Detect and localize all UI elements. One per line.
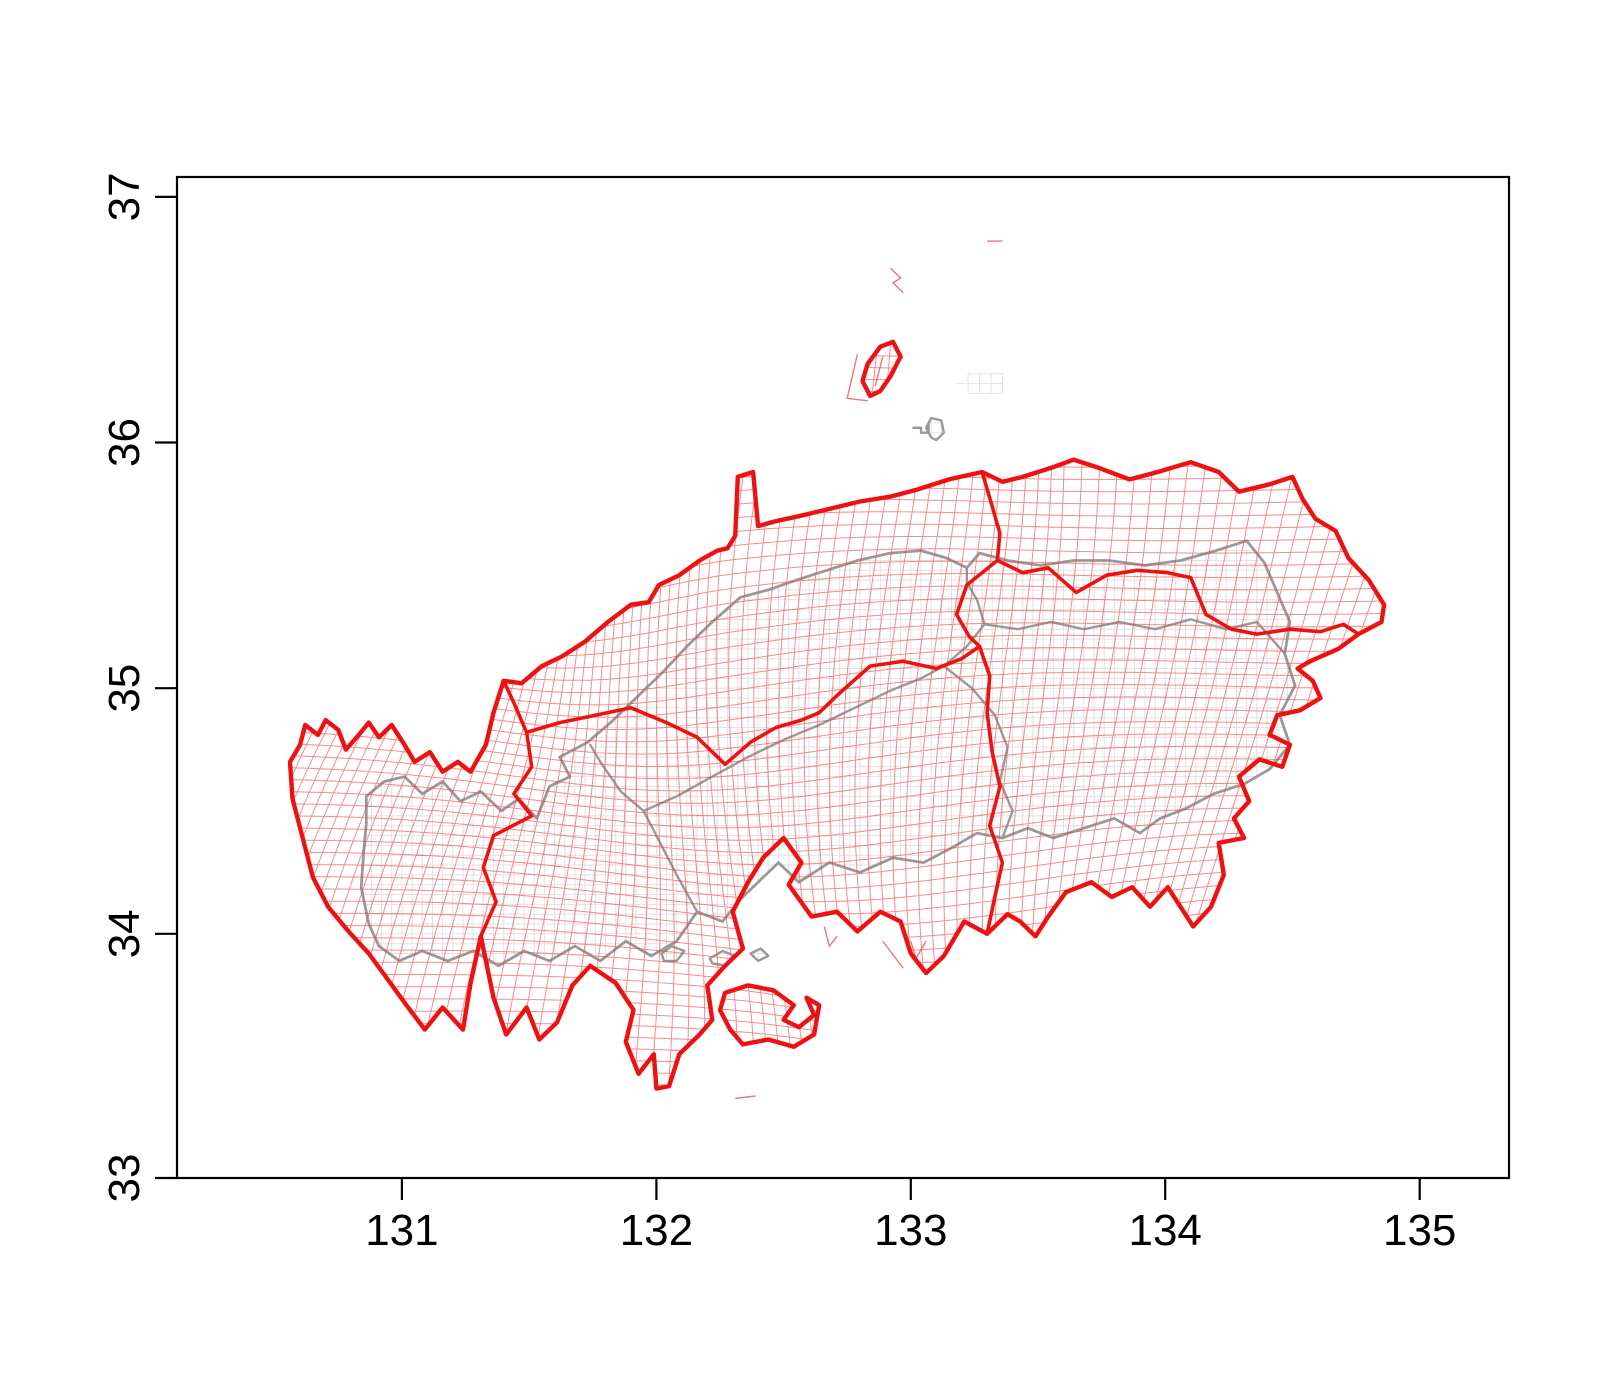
y-tick-label: 36 xyxy=(100,418,149,467)
plot-box xyxy=(175,175,1511,1180)
y-tick-label: 37 xyxy=(100,172,149,221)
red-fragments xyxy=(735,240,1003,1100)
gray-prefecture-border xyxy=(642,809,699,913)
red-prefecture-border xyxy=(524,644,982,767)
red-distorted-map xyxy=(287,339,1387,1091)
red-region-outline xyxy=(287,457,1387,1091)
x-tick-label: 134 xyxy=(1128,1206,1201,1255)
x-tick-label: 135 xyxy=(1383,1206,1456,1255)
y-tick-label: 35 xyxy=(100,664,149,713)
axes xyxy=(155,175,1511,1200)
gray-prefecture-border xyxy=(942,566,986,668)
gray-islet-line xyxy=(912,421,930,434)
x-tick-label: 132 xyxy=(620,1206,693,1255)
y-tick-label: 33 xyxy=(100,1154,149,1203)
x-tick-label: 133 xyxy=(874,1206,947,1255)
gray-island-outline xyxy=(660,944,686,963)
gray-prefecture-border xyxy=(642,664,946,813)
red-prefecture-border xyxy=(954,470,1005,936)
axis-ticks xyxy=(155,195,1421,1200)
gray-island-outline xyxy=(749,947,770,963)
axis-labels: 131 132 133 134 135 33 34 35 36 37 xyxy=(100,172,1456,1255)
x-tick-label: 131 xyxy=(365,1206,438,1255)
red-prefecture-border xyxy=(995,558,1361,636)
red-island-outline xyxy=(860,339,903,399)
red-prefecture-border xyxy=(479,679,534,939)
red-island-outline xyxy=(717,983,822,1049)
y-tick-label: 34 xyxy=(100,909,149,958)
gray-island-outline xyxy=(924,416,946,442)
light-grid-patch xyxy=(956,373,1003,394)
